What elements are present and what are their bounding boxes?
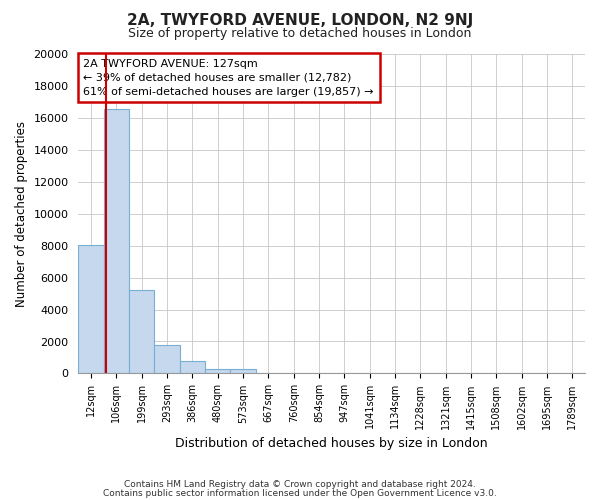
Text: Contains public sector information licensed under the Open Government Licence v3: Contains public sector information licen… <box>103 489 497 498</box>
Bar <box>205 368 230 374</box>
Text: 2A TWYFORD AVENUE: 127sqm
← 39% of detached houses are smaller (12,782)
61% of s: 2A TWYFORD AVENUE: 127sqm ← 39% of detac… <box>83 59 374 97</box>
Bar <box>180 362 205 374</box>
Bar <box>129 290 154 374</box>
X-axis label: Distribution of detached houses by size in London: Distribution of detached houses by size … <box>175 437 488 450</box>
Text: Contains HM Land Registry data © Crown copyright and database right 2024.: Contains HM Land Registry data © Crown c… <box>124 480 476 489</box>
Text: Size of property relative to detached houses in London: Size of property relative to detached ho… <box>128 28 472 40</box>
Text: 2A, TWYFORD AVENUE, LONDON, N2 9NJ: 2A, TWYFORD AVENUE, LONDON, N2 9NJ <box>127 12 473 28</box>
Bar <box>230 368 256 374</box>
Bar <box>104 109 129 374</box>
Bar <box>154 346 180 374</box>
Bar <box>79 245 104 374</box>
Y-axis label: Number of detached properties: Number of detached properties <box>15 120 28 306</box>
